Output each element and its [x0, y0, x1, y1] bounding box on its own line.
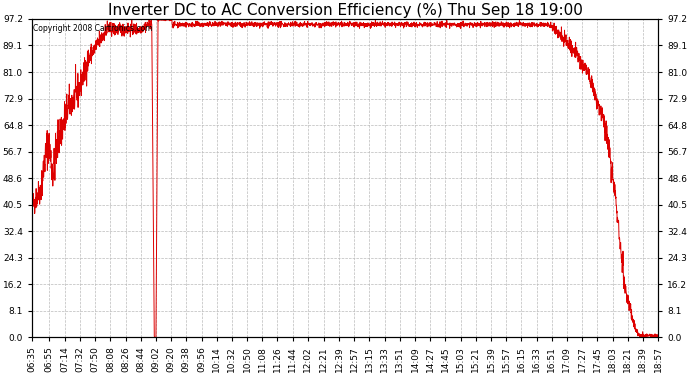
Title: Inverter DC to AC Conversion Efficiency (%) Thu Sep 18 19:00: Inverter DC to AC Conversion Efficiency … — [108, 3, 582, 18]
Text: Copyright 2008 Cartronics.com: Copyright 2008 Cartronics.com — [33, 24, 152, 33]
